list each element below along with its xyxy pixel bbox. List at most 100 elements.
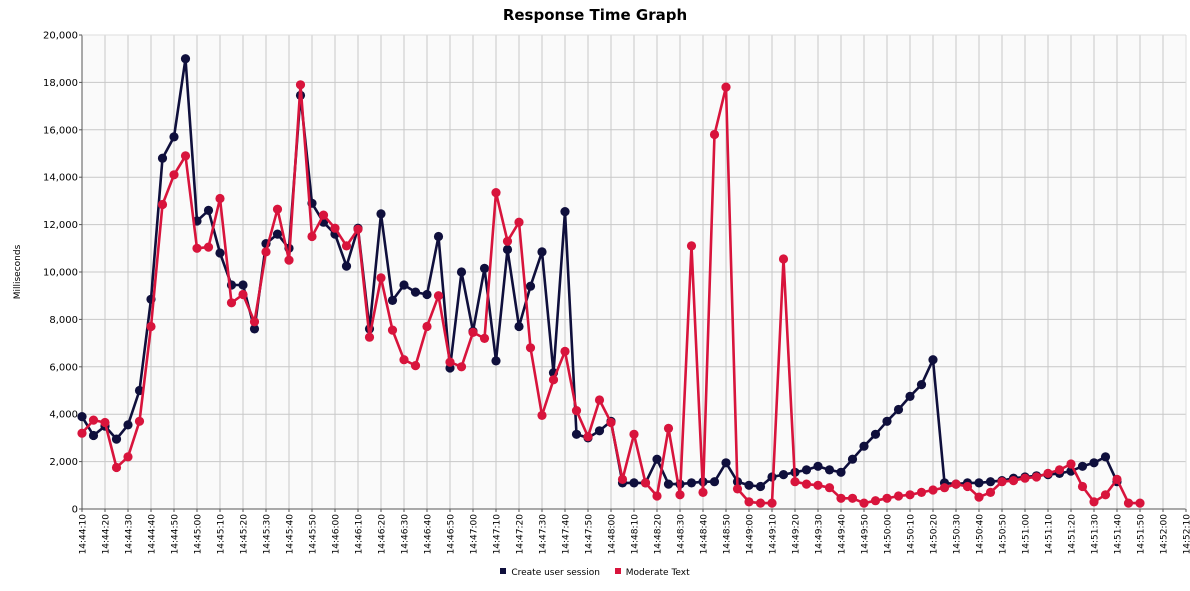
data-point-moderate-text bbox=[686, 241, 697, 251]
data-point-create-user-session bbox=[433, 231, 444, 242]
x-tick-label: 14:45:40 bbox=[286, 514, 296, 555]
x-tick-label: 14:51:40 bbox=[1114, 514, 1124, 555]
x-tick-label: 14:47:00 bbox=[470, 514, 480, 555]
x-tick-label: 14:48:30 bbox=[677, 514, 687, 555]
data-point-create-user-session bbox=[399, 280, 409, 290]
data-point-moderate-text bbox=[226, 298, 237, 308]
data-point-moderate-text bbox=[238, 289, 248, 300]
data-point-moderate-text bbox=[962, 481, 973, 492]
x-tick-label: 14:47:10 bbox=[493, 514, 503, 555]
data-point-moderate-text bbox=[560, 346, 570, 356]
data-point-moderate-text bbox=[824, 483, 835, 493]
y-tick-label: 16,000 bbox=[43, 125, 78, 136]
y-tick-label: 0 bbox=[72, 505, 78, 516]
x-tick-label: 14:48:10 bbox=[631, 514, 641, 555]
x-tick-label: 14:49:30 bbox=[815, 514, 825, 555]
data-point-create-user-session bbox=[870, 429, 881, 439]
data-point-moderate-text bbox=[445, 357, 455, 367]
data-point-moderate-text bbox=[778, 254, 789, 264]
x-tick-label: 14:44:10 bbox=[79, 514, 89, 555]
data-point-moderate-text bbox=[801, 479, 812, 489]
y-tick-label: 14,000 bbox=[43, 173, 78, 184]
data-point-moderate-text bbox=[905, 490, 915, 500]
data-point-moderate-text bbox=[272, 204, 283, 214]
x-tick-label: 14:44:30 bbox=[125, 514, 135, 555]
data-point-moderate-text bbox=[1112, 474, 1122, 484]
x-tick-label: 14:49:50 bbox=[861, 514, 871, 555]
data-point-create-user-session bbox=[88, 430, 99, 441]
data-point-moderate-text bbox=[456, 362, 467, 372]
data-point-create-user-session bbox=[157, 153, 168, 163]
legend-item-moderate-text: Moderate Text bbox=[614, 568, 690, 578]
data-point-moderate-text bbox=[767, 498, 777, 508]
data-point-moderate-text bbox=[548, 375, 559, 385]
data-point-create-user-session bbox=[111, 434, 122, 444]
x-tick-label: 14:44:20 bbox=[102, 514, 112, 555]
y-tick-label: 8,000 bbox=[49, 315, 78, 326]
data-point-moderate-text bbox=[364, 332, 375, 342]
data-point-create-user-session bbox=[215, 248, 225, 258]
data-point-moderate-text bbox=[1031, 472, 1042, 482]
data-point-moderate-text bbox=[1077, 481, 1088, 492]
y-tick-label: 20,000 bbox=[43, 31, 78, 42]
data-point-moderate-text bbox=[433, 291, 444, 301]
legend-swatch-create-user-session bbox=[500, 568, 507, 574]
data-point-create-user-session bbox=[537, 247, 547, 257]
data-point-create-user-session bbox=[272, 229, 283, 239]
data-point-create-user-session bbox=[422, 289, 432, 300]
x-tick-label: 14:52:10 bbox=[1183, 514, 1190, 555]
data-point-create-user-session bbox=[629, 478, 639, 488]
data-point-moderate-text bbox=[1008, 476, 1019, 486]
data-point-moderate-text bbox=[111, 462, 122, 473]
data-point-create-user-session bbox=[755, 481, 766, 492]
data-point-moderate-text bbox=[629, 429, 639, 439]
data-point-moderate-text bbox=[1100, 490, 1111, 500]
x-tick-label: 14:49:20 bbox=[792, 514, 802, 555]
x-tick-label: 14:45:20 bbox=[240, 514, 250, 555]
x-tick-label: 14:51:30 bbox=[1091, 514, 1101, 555]
data-point-create-user-session bbox=[1100, 452, 1111, 462]
x-tick-label: 14:45:50 bbox=[309, 514, 319, 555]
data-point-moderate-text bbox=[100, 417, 110, 428]
data-point-moderate-text bbox=[744, 497, 754, 507]
x-tick-label: 14:48:20 bbox=[654, 514, 664, 555]
data-point-moderate-text bbox=[916, 487, 927, 497]
data-point-moderate-text bbox=[422, 321, 432, 332]
data-point-moderate-text bbox=[134, 416, 145, 426]
x-tick-label: 14:47:40 bbox=[562, 514, 572, 555]
data-point-create-user-session bbox=[974, 478, 984, 488]
data-point-create-user-session bbox=[238, 280, 248, 290]
x-tick-label: 14:46:40 bbox=[424, 514, 434, 555]
data-point-create-user-session bbox=[882, 416, 892, 426]
data-point-moderate-text bbox=[606, 417, 616, 428]
y-tick-label: 4,000 bbox=[49, 410, 78, 421]
data-point-create-user-session bbox=[249, 324, 260, 334]
data-point-moderate-text bbox=[997, 477, 1007, 487]
data-point-create-user-session bbox=[721, 458, 731, 468]
data-point-moderate-text bbox=[985, 487, 996, 497]
legend-item-create-user-session: Create user session bbox=[500, 568, 600, 578]
data-point-moderate-text bbox=[583, 432, 593, 442]
x-tick-label: 14:46:20 bbox=[378, 514, 388, 555]
legend-label-create-user-session: Create user session bbox=[511, 568, 600, 578]
y-axis-label: Milliseconds bbox=[13, 244, 23, 299]
data-point-moderate-text bbox=[307, 231, 317, 242]
data-point-moderate-text bbox=[180, 151, 191, 161]
y-tick-label: 18,000 bbox=[43, 78, 78, 89]
x-tick-label: 14:46:10 bbox=[355, 514, 365, 555]
data-point-create-user-session bbox=[514, 321, 524, 332]
data-point-moderate-text bbox=[284, 255, 294, 265]
data-point-moderate-text bbox=[813, 480, 823, 490]
legend: Create user session Moderate Text bbox=[0, 568, 1190, 578]
y-tick-label: 6,000 bbox=[49, 362, 78, 373]
x-tick-label: 14:44:50 bbox=[171, 514, 181, 555]
axes: 0 2,000 4,000 6,000 8,000 10,000 12,000 14,000 1… bbox=[43, 31, 1190, 555]
legend-swatch-moderate-text bbox=[614, 568, 621, 574]
x-tick-label: 14:50:30 bbox=[953, 514, 963, 555]
data-point-moderate-text bbox=[1043, 468, 1053, 478]
data-point-moderate-text bbox=[859, 498, 869, 508]
data-point-moderate-text bbox=[295, 80, 306, 90]
data-point-moderate-text bbox=[502, 236, 513, 246]
data-point-moderate-text bbox=[1135, 498, 1145, 508]
